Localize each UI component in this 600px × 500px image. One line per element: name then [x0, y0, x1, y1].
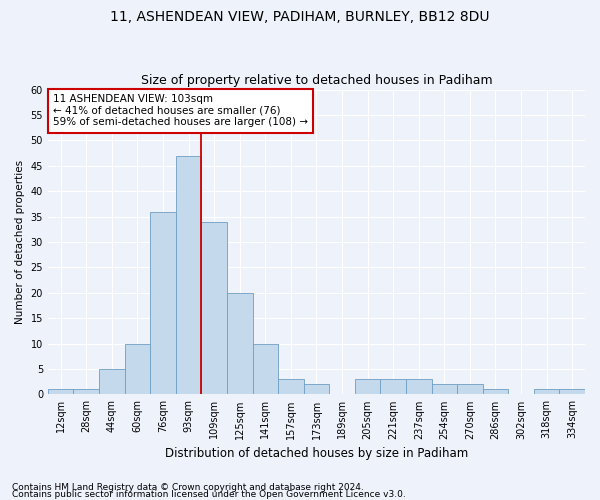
Bar [202, 222, 227, 394]
Bar [48, 390, 73, 394]
Bar [253, 344, 278, 394]
Bar [406, 379, 431, 394]
Text: Contains public sector information licensed under the Open Government Licence v3: Contains public sector information licen… [12, 490, 406, 499]
Bar [355, 379, 380, 394]
Bar [534, 390, 559, 394]
Bar [125, 344, 150, 394]
Text: 11, ASHENDEAN VIEW, PADIHAM, BURNLEY, BB12 8DU: 11, ASHENDEAN VIEW, PADIHAM, BURNLEY, BB… [110, 10, 490, 24]
Bar [278, 379, 304, 394]
Text: 11 ASHENDEAN VIEW: 103sqm
← 41% of detached houses are smaller (76)
59% of semi-: 11 ASHENDEAN VIEW: 103sqm ← 41% of detac… [53, 94, 308, 128]
Bar [482, 390, 508, 394]
Bar [227, 293, 253, 394]
Bar [99, 369, 125, 394]
Bar [176, 156, 202, 394]
Bar [431, 384, 457, 394]
Bar [304, 384, 329, 394]
Text: Contains HM Land Registry data © Crown copyright and database right 2024.: Contains HM Land Registry data © Crown c… [12, 484, 364, 492]
Title: Size of property relative to detached houses in Padiham: Size of property relative to detached ho… [140, 74, 492, 87]
Bar [380, 379, 406, 394]
Y-axis label: Number of detached properties: Number of detached properties [15, 160, 25, 324]
Bar [73, 390, 99, 394]
Bar [559, 390, 585, 394]
X-axis label: Distribution of detached houses by size in Padiham: Distribution of detached houses by size … [165, 447, 468, 460]
Bar [457, 384, 482, 394]
Bar [150, 212, 176, 394]
